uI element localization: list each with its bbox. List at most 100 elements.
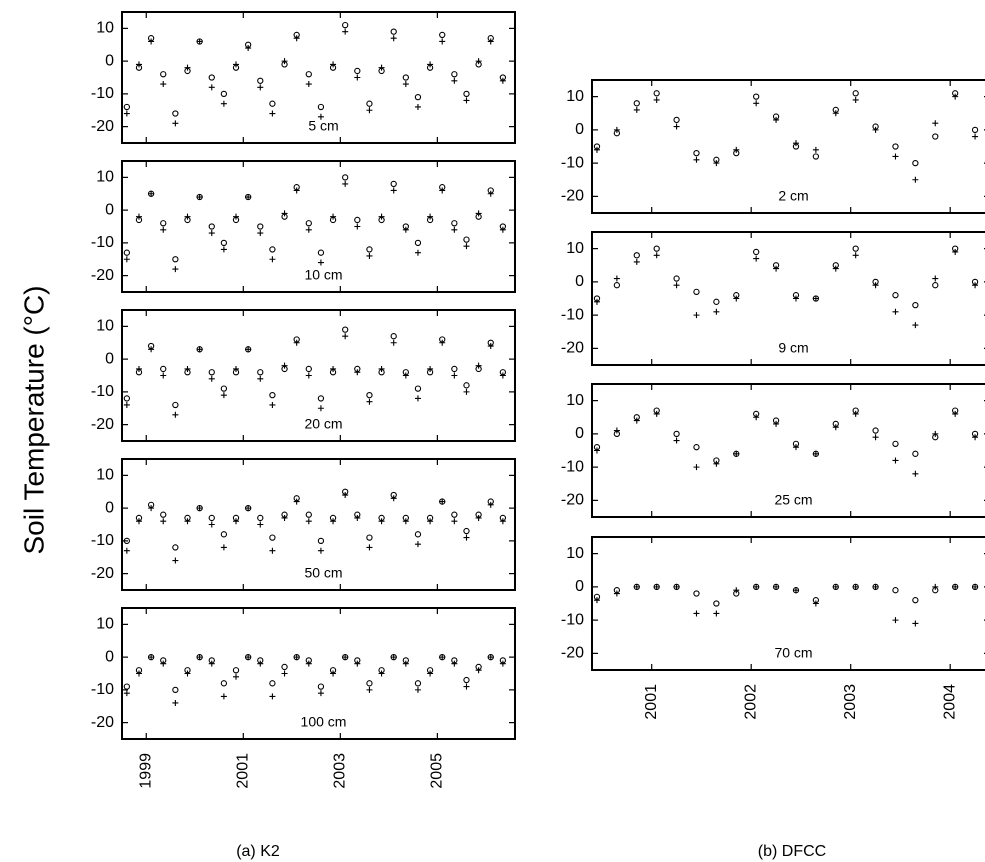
plus-point: [832, 110, 839, 117]
circle-point: [390, 28, 397, 35]
plus-point: [693, 312, 700, 319]
plus-point: [451, 660, 458, 667]
plus-point: [427, 61, 434, 68]
circle-point: [172, 544, 179, 551]
plus-point: [499, 372, 506, 379]
circle-point: [257, 369, 264, 376]
plus-point: [330, 213, 337, 220]
plus-point: [753, 414, 760, 421]
plus-point: [220, 392, 227, 399]
circle-point: [463, 676, 470, 684]
plus-point: [952, 583, 959, 590]
plus-point: [633, 258, 640, 265]
circle-point: [892, 440, 899, 447]
plot-frame: [591, 536, 985, 671]
circle-point: [912, 597, 919, 604]
plus-point: [293, 339, 300, 346]
plus-point: [184, 518, 191, 525]
plus-point: [451, 226, 458, 233]
plus-point: [475, 58, 482, 65]
plus-point: [160, 372, 167, 379]
plus-point: [135, 213, 142, 220]
plus-point: [693, 610, 700, 617]
y-tick-label: 10: [96, 318, 114, 335]
plus-point: [220, 693, 227, 700]
plus-point: [233, 673, 240, 680]
plus-point: [463, 97, 470, 104]
plot-frame: [591, 79, 985, 214]
plus-point: [305, 660, 312, 667]
circle-point: [160, 511, 167, 518]
circle-point: [673, 275, 680, 282]
plus-point: [713, 308, 720, 315]
plus-point: [952, 248, 959, 255]
y-tick-label: 10: [96, 169, 114, 186]
circle-point: [693, 444, 700, 451]
plus-point: [439, 654, 446, 661]
x-tick-label: 2005: [429, 753, 446, 789]
circle-point: [613, 282, 621, 289]
y-tick-label: -10: [561, 154, 584, 171]
plus-point: [487, 190, 494, 197]
plus-point: [281, 210, 288, 217]
plus-point: [499, 77, 506, 84]
circle-point: [693, 590, 700, 597]
plus-point: [148, 190, 155, 197]
plot-frame: [121, 607, 516, 740]
plus-point: [972, 133, 979, 140]
plus-point: [354, 223, 361, 230]
plus-point: [281, 670, 288, 677]
panel-caption: (a) K2: [236, 843, 280, 860]
plus-point: [184, 213, 191, 220]
plus-point: [932, 120, 939, 127]
circle-point: [269, 680, 276, 687]
y-tick-label: -10: [91, 85, 114, 102]
plus-point: [148, 346, 155, 353]
plus-point: [330, 365, 337, 372]
circle-point: [713, 600, 720, 607]
circle-point: [366, 391, 373, 399]
plus-point: [633, 417, 640, 424]
plus-point: [220, 246, 227, 253]
plus-point: [613, 275, 620, 282]
circle-point: [160, 220, 167, 227]
plus-point: [245, 346, 252, 353]
circle-point: [451, 220, 458, 227]
y-tick-label: 10: [566, 240, 584, 257]
circle-point: [160, 71, 167, 78]
circle-point: [123, 249, 131, 256]
plus-point: [135, 61, 142, 68]
plus-point: [427, 213, 434, 220]
plus-point: [499, 226, 506, 233]
plus-point: [172, 120, 179, 127]
circle-point: [366, 680, 373, 687]
y-tick-label: -10: [561, 306, 584, 323]
plus-point: [439, 187, 446, 194]
circle-point: [342, 326, 349, 333]
plus-point: [593, 447, 600, 454]
plus-point: [148, 38, 155, 45]
circle-point: [366, 100, 373, 107]
plus-point: [269, 110, 276, 117]
y-tick-label: -10: [91, 532, 114, 549]
plus-point: [487, 501, 494, 508]
plus-point: [366, 686, 373, 693]
circle-point: [653, 90, 660, 97]
circle-point: [463, 90, 470, 98]
plus-point: [475, 514, 482, 521]
circle-point: [220, 531, 228, 538]
plus-point: [184, 64, 191, 71]
plus-point: [439, 339, 446, 346]
plus-point: [208, 375, 215, 382]
y-tick-label: 10: [96, 20, 114, 37]
circle-point: [812, 153, 820, 160]
plus-point: [972, 583, 979, 590]
plus-point: [499, 660, 506, 667]
circle-point: [753, 248, 760, 256]
plus-point: [342, 28, 349, 35]
plus-point: [414, 249, 421, 256]
plot-frame: [121, 160, 516, 293]
circle-point: [932, 282, 939, 289]
plus-point: [148, 654, 155, 661]
plus-point: [832, 265, 839, 272]
